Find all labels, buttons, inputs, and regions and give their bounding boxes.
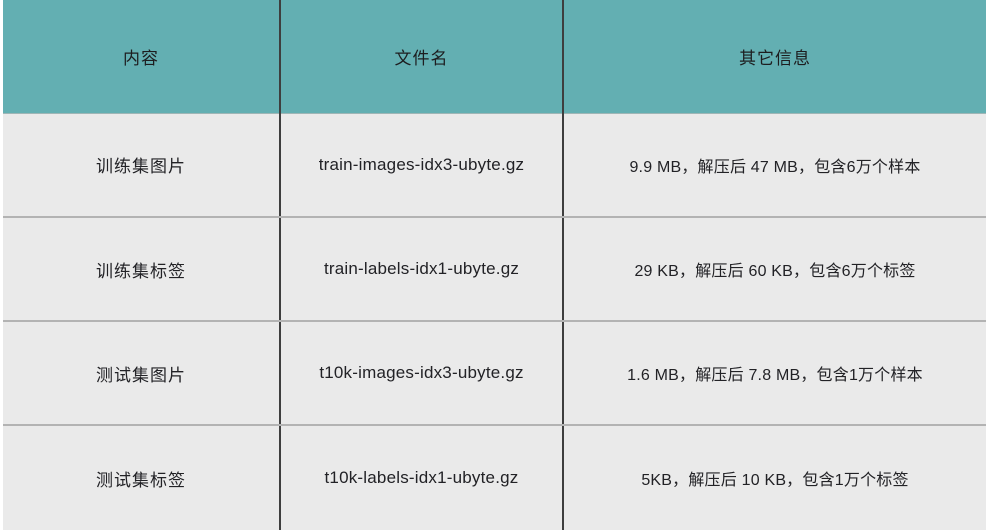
column-header-info: 其它信息 bbox=[563, 0, 986, 114]
cell-filename: t10k-images-idx3-ubyte.gz bbox=[280, 321, 564, 426]
cell-content: 测试集标签 bbox=[3, 425, 281, 530]
table-row: 训练集图片 train-images-idx3-ubyte.gz 9.9 MB，… bbox=[3, 113, 986, 218]
table-body: 训练集图片 train-images-idx3-ubyte.gz 9.9 MB，… bbox=[3, 113, 986, 530]
cell-info: 1.6 MB，解压后 7.8 MB，包含1万个样本 bbox=[563, 321, 986, 426]
table-row: 测试集图片 t10k-images-idx3-ubyte.gz 1.6 MB，解… bbox=[3, 321, 986, 426]
cell-content: 训练集标签 bbox=[3, 217, 281, 322]
cell-content: 训练集图片 bbox=[3, 113, 281, 218]
table-header: 内容 文件名 其它信息 bbox=[3, 0, 986, 114]
table-row: 训练集标签 train-labels-idx1-ubyte.gz 29 KB，解… bbox=[3, 217, 986, 322]
table-header-row: 内容 文件名 其它信息 bbox=[3, 0, 986, 114]
cell-info: 9.9 MB，解压后 47 MB，包含6万个样本 bbox=[563, 113, 986, 218]
cell-filename: train-images-idx3-ubyte.gz bbox=[280, 113, 564, 218]
column-header-filename: 文件名 bbox=[280, 0, 564, 114]
cell-filename: t10k-labels-idx1-ubyte.gz bbox=[280, 425, 564, 530]
table-row: 测试集标签 t10k-labels-idx1-ubyte.gz 5KB，解压后 … bbox=[3, 425, 986, 530]
dataset-table: 内容 文件名 其它信息 训练集图片 train-images-idx3-ubyt… bbox=[3, 0, 986, 530]
cell-info: 29 KB，解压后 60 KB，包含6万个标签 bbox=[563, 217, 986, 322]
cell-info: 5KB，解压后 10 KB，包含1万个标签 bbox=[563, 425, 986, 530]
cell-content: 测试集图片 bbox=[3, 321, 281, 426]
cell-filename: train-labels-idx1-ubyte.gz bbox=[280, 217, 564, 322]
column-header-content: 内容 bbox=[3, 0, 281, 114]
